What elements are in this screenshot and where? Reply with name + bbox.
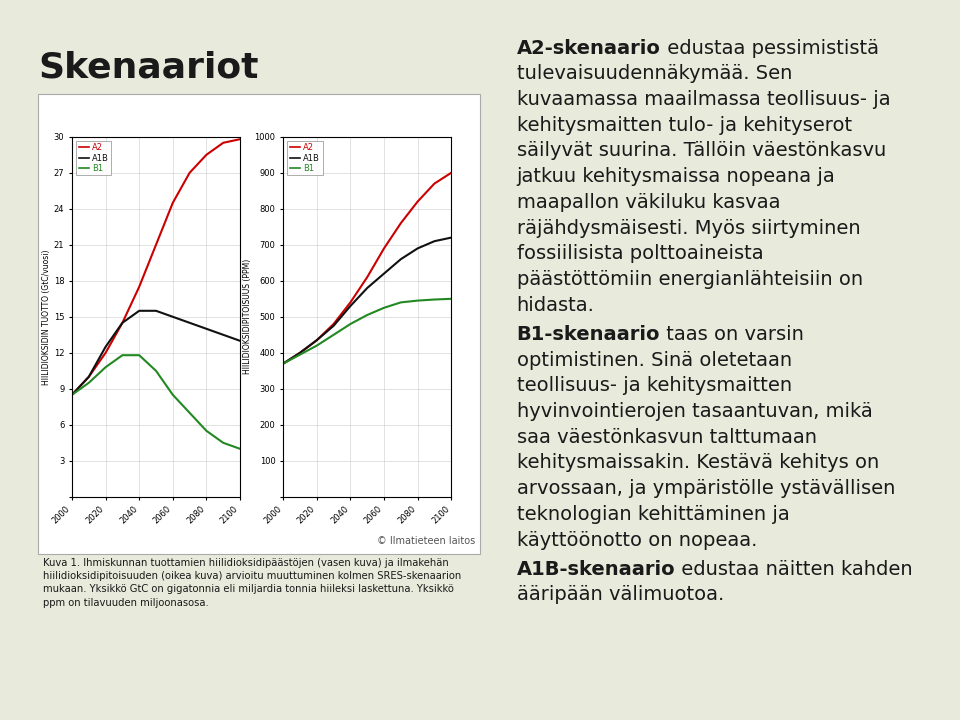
Text: © Ilmatieteen laitos: © Ilmatieteen laitos (377, 536, 475, 546)
Text: käyttöönotto on nopeaa.: käyttöönotto on nopeaa. (516, 531, 757, 549)
Text: kehitysmaitten tulo- ja kehityserot: kehitysmaitten tulo- ja kehityserot (516, 116, 852, 135)
Text: maapallon väkiluku kasvaa: maapallon väkiluku kasvaa (516, 193, 780, 212)
Text: päästöttömiin energianlähteisiin on: päästöttömiin energianlähteisiin on (516, 270, 863, 289)
Text: A2-skenaario: A2-skenaario (516, 38, 660, 58)
Text: ääripään välimuotoa.: ääripään välimuotoa. (516, 585, 724, 604)
Text: Kuva 1. Ihmiskunnan tuottamien hiilidioksidipäästöjen (vasen kuva) ja ilmakehän
: Kuva 1. Ihmiskunnan tuottamien hiilidiok… (43, 558, 462, 608)
Text: räjähdysmäisesti. Myös siirtyminen: räjähdysmäisesti. Myös siirtyminen (516, 219, 860, 238)
Text: tulevaisuudennäkymää. Sen: tulevaisuudennäkymää. Sen (516, 64, 792, 84)
Text: hidasta.: hidasta. (516, 296, 594, 315)
Text: fossiilisista polttoaineista: fossiilisista polttoaineista (516, 244, 763, 264)
Legend: A2, A1B, B1: A2, A1B, B1 (287, 141, 323, 176)
Text: säilyvät suurina. Tällöin väestönkasvu: säilyvät suurina. Tällöin väestönkasvu (516, 141, 886, 161)
Text: saa väestönkasvun talttumaan: saa väestönkasvun talttumaan (516, 428, 817, 446)
Text: kuvaamassa maailmassa teollisuus- ja: kuvaamassa maailmassa teollisuus- ja (516, 90, 890, 109)
Text: B1-skenaario: B1-skenaario (516, 325, 660, 344)
Text: optimistinen. Sinä oletetaan: optimistinen. Sinä oletetaan (516, 351, 792, 369)
Text: kehitysmaissakin. Kestävä kehitys on: kehitysmaissakin. Kestävä kehitys on (516, 454, 879, 472)
Text: edustaa näitten kahden: edustaa näitten kahden (675, 559, 913, 579)
Text: Skenaariot: Skenaariot (38, 50, 259, 84)
Y-axis label: HIILIDIOKSIDIN TUOTTO (GtC/vuosi): HIILIDIOKSIDIN TUOTTO (GtC/vuosi) (42, 249, 51, 384)
Legend: A2, A1B, B1: A2, A1B, B1 (76, 141, 111, 176)
Text: taas on varsin: taas on varsin (660, 325, 804, 344)
Text: teknologian kehittäminen ja: teknologian kehittäminen ja (516, 505, 789, 524)
Text: jatkuu kehitysmaissa nopeana ja: jatkuu kehitysmaissa nopeana ja (516, 167, 835, 186)
Text: edustaa pessimististä: edustaa pessimististä (660, 38, 878, 58)
Text: hyvinvointierojen tasaantuvan, mikä: hyvinvointierojen tasaantuvan, mikä (516, 402, 873, 421)
Text: A1B-skenaario: A1B-skenaario (516, 559, 675, 579)
Text: arvossaan, ja ympäristölle ystävällisen: arvossaan, ja ympäristölle ystävällisen (516, 479, 895, 498)
Y-axis label: HIILIDIOKSIDIPITOISUUS (PPM): HIILIDIOKSIDIPITOISUUS (PPM) (243, 259, 252, 374)
Text: teollisuus- ja kehitysmaitten: teollisuus- ja kehitysmaitten (516, 377, 792, 395)
